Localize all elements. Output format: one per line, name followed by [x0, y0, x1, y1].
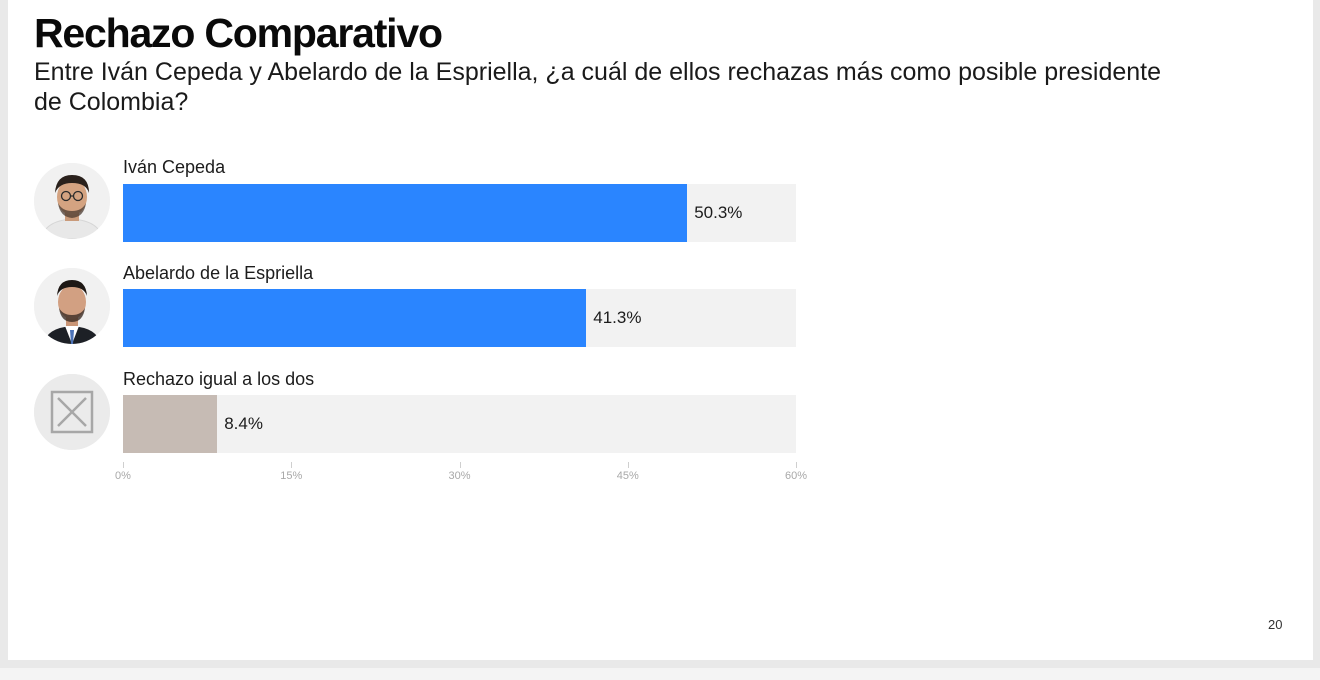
bar-value-label: 41.3%	[593, 308, 642, 327]
next-slide-edge	[0, 668, 1320, 680]
x-tick-label: 0%	[115, 470, 131, 482]
person-photo-icon	[34, 268, 110, 344]
x-tick-label: 60%	[784, 470, 808, 482]
bar-value-label: 50.3%	[694, 203, 743, 222]
x-tick-label: 30%	[448, 470, 471, 482]
x-tick-mark	[459, 462, 461, 468]
x-tick-mark	[796, 462, 797, 468]
x-tick-label: 15%	[280, 470, 303, 482]
slide: Rechazo Comparativo Entre Iván Cepeda y …	[8, 0, 1313, 660]
x-tick-mark	[627, 462, 629, 468]
x-tick-mark	[123, 462, 124, 468]
bar-category-label: Rechazo igual a los dos	[123, 369, 315, 389]
x-axis: 0% 15% 30% 45% 60%	[115, 462, 807, 492]
chart-subtitle: Entre Iván Cepeda y Abelardo de la Espri…	[34, 58, 1162, 116]
bar-track: 8.4%	[123, 395, 796, 453]
bar-abelardo-de-la-espriella	[123, 289, 587, 347]
bar-category-label: Abelardo de la Espriella	[123, 263, 314, 283]
bar-row-rechazo-igual: Rechazo igual a los dos 8.4%	[8, 369, 908, 474]
x-tick-mark	[291, 462, 293, 468]
bar-ivan-cepeda	[123, 184, 688, 242]
bar-track: 50.3%	[123, 184, 796, 242]
chart-title: Rechazo Comparativo	[34, 10, 443, 56]
bar-value-label: 8.4%	[224, 414, 263, 433]
bar-row-ivan-cepeda: Iván Cepeda 50.3%	[8, 157, 908, 263]
bar-category-label: Iván Cepeda	[123, 157, 226, 177]
bar-track: 41.3%	[123, 289, 796, 347]
page-number: 20	[1268, 617, 1283, 632]
crossed-box-icon	[34, 374, 110, 450]
bar-row-abelardo-de-la-espriella: Abelardo de la Espriella 41.3%	[8, 263, 908, 368]
person-photo-icon	[34, 163, 110, 239]
x-tick-label: 45%	[616, 470, 639, 482]
bar-rechazo-igual	[123, 395, 218, 453]
